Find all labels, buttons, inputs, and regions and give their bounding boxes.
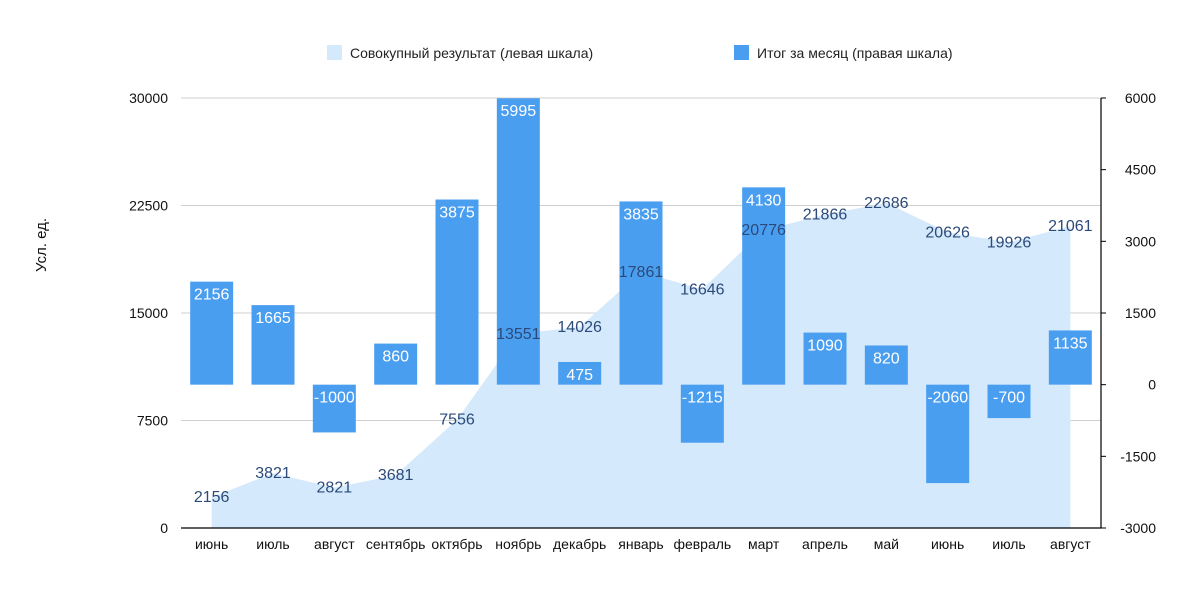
- x-tick-label: декабрь: [553, 536, 606, 552]
- y-right-tick-label: 6000: [1125, 90, 1156, 106]
- bar: [1048, 330, 1092, 385]
- y-left-tick-label: 15000: [129, 305, 168, 321]
- x-tick-label: июль: [992, 536, 1025, 552]
- data-labels: 2156 3821 2821 3681 7556 13551 14026 17861 16646…: [194, 103, 1093, 506]
- bar-data-label: 5995: [501, 103, 537, 120]
- bar: [435, 199, 479, 385]
- bar: [190, 281, 234, 385]
- area-data-label: 7556: [439, 412, 475, 429]
- bar: [619, 201, 663, 385]
- bar-data-label: 1665: [255, 310, 291, 327]
- legend: Совокупный результат (левая шкала) Итог з…: [327, 45, 953, 61]
- bar-data-label: -2060: [927, 390, 968, 407]
- area-data-label: 22686: [864, 195, 909, 212]
- area-data-label: 17861: [619, 264, 664, 281]
- area-data-label: 21061: [1048, 218, 1093, 235]
- x-tick-label: сентябрь: [366, 536, 426, 552]
- bar-data-label: 3835: [623, 206, 659, 223]
- legend-label-area: Совокупный результат (левая шкала): [350, 45, 593, 61]
- bar-series-layer: [190, 98, 1092, 484]
- bar: [374, 343, 418, 385]
- area-data-label: 3681: [378, 467, 414, 484]
- legend-swatch-area: [327, 45, 342, 60]
- x-tick-label: октябрь: [431, 536, 482, 552]
- area-data-label: 2156: [194, 489, 230, 506]
- area-data-label: 16646: [680, 281, 725, 298]
- area-data-label: 20626: [925, 224, 970, 241]
- x-tick-label: январь: [618, 536, 663, 552]
- axes: 0 7500 15000 22500 30000 -3000 -1500 0 1500 3000 4…: [129, 90, 1156, 552]
- bar: [987, 384, 1031, 419]
- bar: [742, 187, 786, 385]
- bar: [312, 384, 356, 433]
- bar-data-label: -1215: [682, 390, 723, 407]
- y-right-tick-label: -3000: [1120, 520, 1156, 536]
- bar-data-label: 1135: [1053, 335, 1088, 352]
- legend-label-bar: Итог за месяц (правая шкала): [757, 45, 953, 61]
- y-axis-label: Усл. ед.: [33, 218, 50, 272]
- bar-data-label: 4130: [746, 192, 782, 209]
- x-tick-label: июнь: [931, 536, 964, 552]
- bar-data-label: -700: [993, 390, 1025, 407]
- y-right-tick-label: 4500: [1125, 162, 1156, 178]
- y-right-tick-label: 0: [1148, 377, 1156, 393]
- x-tick-label: август: [1050, 536, 1091, 552]
- area-data-label: 13551: [496, 326, 541, 343]
- bar: [251, 305, 295, 385]
- bar: [803, 332, 847, 385]
- area-data-label: 20776: [741, 222, 786, 239]
- bar: [864, 345, 908, 385]
- y-right-tick-label: 3000: [1125, 233, 1156, 249]
- bar-data-label: 860: [382, 349, 409, 366]
- area-data-label: 14026: [557, 319, 602, 336]
- x-tick-label: июль: [256, 536, 289, 552]
- x-tick-label: апрель: [802, 536, 848, 552]
- y-left-tick-label: 0: [160, 520, 168, 536]
- x-tick-label: ноябрь: [495, 536, 541, 552]
- bar: [680, 384, 724, 443]
- bar-data-label: 1090: [807, 338, 843, 355]
- y-left-tick-label: 7500: [137, 413, 168, 429]
- area-data-label: 3821: [255, 465, 291, 482]
- bar: [496, 98, 540, 385]
- y-left-tick-label: 22500: [129, 198, 168, 214]
- y-right-tick-label: 1500: [1125, 305, 1156, 321]
- bar-data-label: -1000: [314, 390, 355, 407]
- y-right-tick-label: -1500: [1120, 448, 1156, 464]
- y-left-tick-label: 30000: [129, 90, 168, 106]
- area-data-label: 19926: [987, 234, 1032, 251]
- x-tick-label: февраль: [673, 536, 731, 552]
- x-tick-label: март: [748, 536, 780, 552]
- legend-swatch-bar: [734, 45, 749, 60]
- area-data-label: 21866: [803, 207, 848, 224]
- x-tick-label: июнь: [195, 536, 228, 552]
- bar: [558, 361, 602, 385]
- area-data-label: 2821: [317, 480, 353, 497]
- bar-data-label: 475: [566, 367, 593, 384]
- bar-data-label: 820: [873, 350, 900, 367]
- x-tick-label: август: [314, 536, 355, 552]
- bar: [926, 384, 970, 484]
- bar-data-label: 3875: [439, 205, 475, 222]
- x-tick-label: май: [874, 536, 899, 552]
- bar-data-label: 2156: [194, 287, 230, 304]
